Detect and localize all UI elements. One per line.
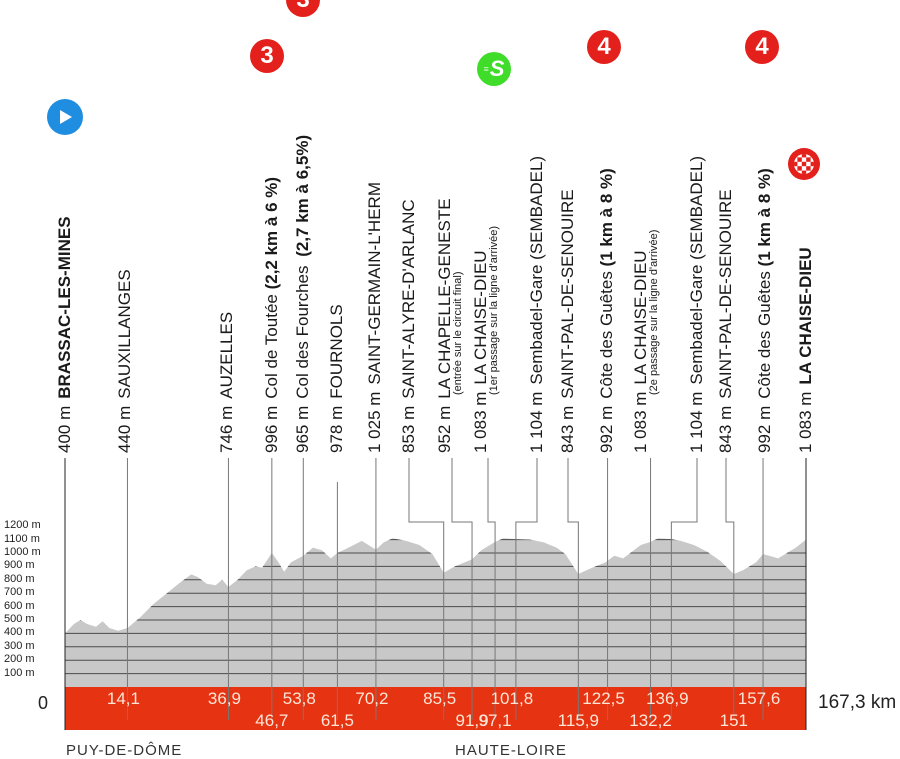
category-4-climb-icon: 4 — [745, 30, 779, 64]
climb-detail: (2,7 km à 6,5%) — [293, 134, 312, 262]
y-tick-label: 900 m — [4, 559, 35, 572]
y-tick-label: 300 m — [4, 639, 35, 652]
waypoint-altitude: 853 m — [399, 405, 418, 453]
km-marker-label: 61,5 — [320, 711, 354, 730]
waypoint-label: 843 m SAINT-PAL-DE-SENOUIRE — [716, 189, 735, 453]
km-marker-label: 151 — [719, 711, 748, 730]
waypoint-altitude: 843 m — [558, 405, 577, 453]
km-marker-label: 157,6 — [737, 689, 781, 708]
waypoint-altitude: 992 m — [597, 405, 616, 453]
waypoint-name: SAUXILLANGES — [115, 269, 134, 399]
waypoint-label: 965 m Col des Fourches (2,7 km à 6,5%) — [293, 134, 312, 453]
waypoint-label: 746 m AUZELLES — [217, 311, 236, 453]
waypoint-note: (entrée sur le circuit final) — [452, 271, 464, 396]
waypoint-name: Sembadel-Gare (SEMBADEL) — [687, 155, 706, 385]
region-label: PUY-DE-DÔME — [66, 742, 183, 759]
waypoint-altitude: 952 m — [435, 405, 454, 453]
waypoint-name: BRASSAC-LES-MINES — [55, 216, 74, 399]
waypoint-altitude: 965 m — [293, 405, 312, 453]
category-3-climb-icon: 3 — [286, 0, 320, 17]
y-tick-label: 600 m — [4, 599, 35, 612]
waypoint-name: Côte des Guêtes — [755, 271, 774, 399]
waypoint-altitude: 996 m — [262, 405, 281, 453]
km-marker-label: 132,2 — [629, 711, 672, 730]
x-origin-label: 0 — [38, 693, 49, 713]
waypoint-altitude: 1 104 m — [687, 391, 706, 453]
y-tick-label: 800 m — [4, 572, 35, 585]
km-marker-label: 122,5 — [582, 689, 625, 708]
km-marker-label: 115,9 — [557, 711, 599, 730]
climb-detail: (1 km à 8 %) — [755, 168, 774, 272]
waypoint-altitude: 992 m — [755, 405, 774, 453]
waypoint-label: 400 m BRASSAC-LES-MINES — [55, 216, 74, 453]
waypoint-label: 978 m FOURNOLS — [327, 304, 346, 453]
waypoint-altitude: 1 083 m — [471, 391, 490, 453]
waypoint-label: 992 m Côte des Guêtes (1 km à 8 %) — [597, 168, 616, 453]
waypoint-label: 1 083 m LA CHAISE-DIEU — [796, 247, 815, 453]
km-marker-label: 97,1 — [478, 711, 512, 730]
waypoint-name: SAINT-ALYRE-D'ARLANC — [399, 199, 418, 399]
waypoint-altitude: 1 083 m — [631, 391, 650, 453]
km-marker-label: 14,1 — [106, 689, 140, 708]
waypoint-name: SAINT-PAL-DE-SENOUIRE — [716, 189, 735, 399]
y-tick-label: 1100 m — [4, 532, 40, 545]
waypoint-label: 996 m Col de Toutée (2,2 km à 6 %) — [262, 176, 281, 453]
finish-flag-icon — [788, 148, 820, 180]
y-tick-label: 1000 m — [4, 546, 41, 558]
waypoint-label: 1 104 m Sembadel-Gare (SEMBADEL) — [687, 155, 706, 453]
waypoint-label: 992 m Côte des Guêtes (1 km à 8 %) — [755, 168, 774, 453]
waypoint-name: Col de Toutée — [262, 294, 281, 399]
climb-detail: (2,2 km à 6 %) — [262, 176, 281, 295]
km-marker-label: 46,7 — [255, 711, 289, 730]
waypoint-label: 853 m SAINT-ALYRE-D'ARLANC — [399, 199, 418, 453]
waypoint-label: 440 m SAUXILLANGES — [115, 269, 134, 453]
y-tick-label: 500 m — [4, 613, 35, 625]
km-marker-label: 36,9 — [207, 689, 241, 708]
climb-detail: (1 km à 8 %) — [597, 168, 616, 272]
total-distance-label: 167,3 km — [818, 692, 897, 713]
waypoint-name: Côte des Guêtes — [597, 271, 616, 399]
waypoint-altitude: 440 m — [115, 405, 134, 453]
waypoint-name: Sembadel-Gare (SEMBADEL) — [527, 155, 546, 385]
waypoint-name: LA CHAISE-DIEU — [796, 247, 815, 385]
waypoint-altitude: 978 m — [327, 405, 346, 453]
waypoint-name: AUZELLES — [217, 311, 236, 399]
y-tick-label: 1200 m — [4, 519, 41, 532]
waypoint-altitude: 1 083 m — [796, 391, 815, 453]
waypoint-label: 1 104 m Sembadel-Gare (SEMBADEL) — [527, 155, 546, 453]
sprint-icon: ≡ S — [477, 52, 511, 86]
category-3-climb-icon: 3 — [250, 39, 284, 73]
waypoint-name: SAINT-GERMAIN-L'HERM — [365, 182, 384, 385]
waypoint-altitude: 400 m — [55, 405, 74, 453]
km-marker-label: 91,9 — [455, 711, 489, 730]
start-icon — [47, 99, 83, 135]
waypoint-label: 843 m SAINT-PAL-DE-SENOUIRE — [558, 189, 577, 453]
category-4-climb-icon: 4 — [587, 30, 621, 64]
y-tick-label: 700 m — [4, 586, 35, 599]
waypoint-note: (2e passage sur la ligne d'arrivée) — [648, 229, 660, 395]
waypoint-name: SAINT-PAL-DE-SENOUIRE — [558, 189, 577, 399]
km-marker-label: 70,2 — [355, 689, 389, 708]
waypoint-note: (1er passage sur la ligne d'arrivée) — [488, 225, 500, 395]
waypoint-label: 1 025 m SAINT-GERMAIN-L'HERM — [365, 182, 384, 453]
y-tick-label: 400 m — [4, 626, 35, 639]
waypoint-name: FOURNOLS — [327, 304, 346, 399]
waypoint-altitude: 1 025 m — [365, 391, 384, 453]
y-tick-label: 200 m — [4, 653, 35, 666]
waypoint-altitude: 746 m — [217, 405, 236, 453]
waypoint-altitude: 843 m — [716, 405, 735, 453]
km-marker-label: 101,8 — [490, 689, 534, 708]
waypoint-name: Col des Fourches — [293, 265, 312, 399]
y-tick-label: 100 m — [4, 666, 35, 679]
waypoint-altitude: 1 104 m — [527, 391, 546, 453]
km-marker-label: 136,9 — [646, 689, 689, 708]
km-marker-label: 53,8 — [282, 689, 316, 708]
region-label: HAUTE-LOIRE — [455, 742, 567, 759]
km-marker-label: 85,5 — [423, 689, 457, 708]
